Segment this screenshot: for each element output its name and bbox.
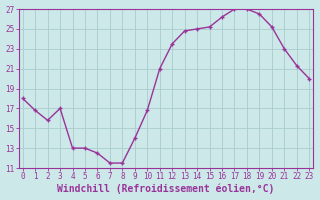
X-axis label: Windchill (Refroidissement éolien,°C): Windchill (Refroidissement éolien,°C) <box>57 184 275 194</box>
